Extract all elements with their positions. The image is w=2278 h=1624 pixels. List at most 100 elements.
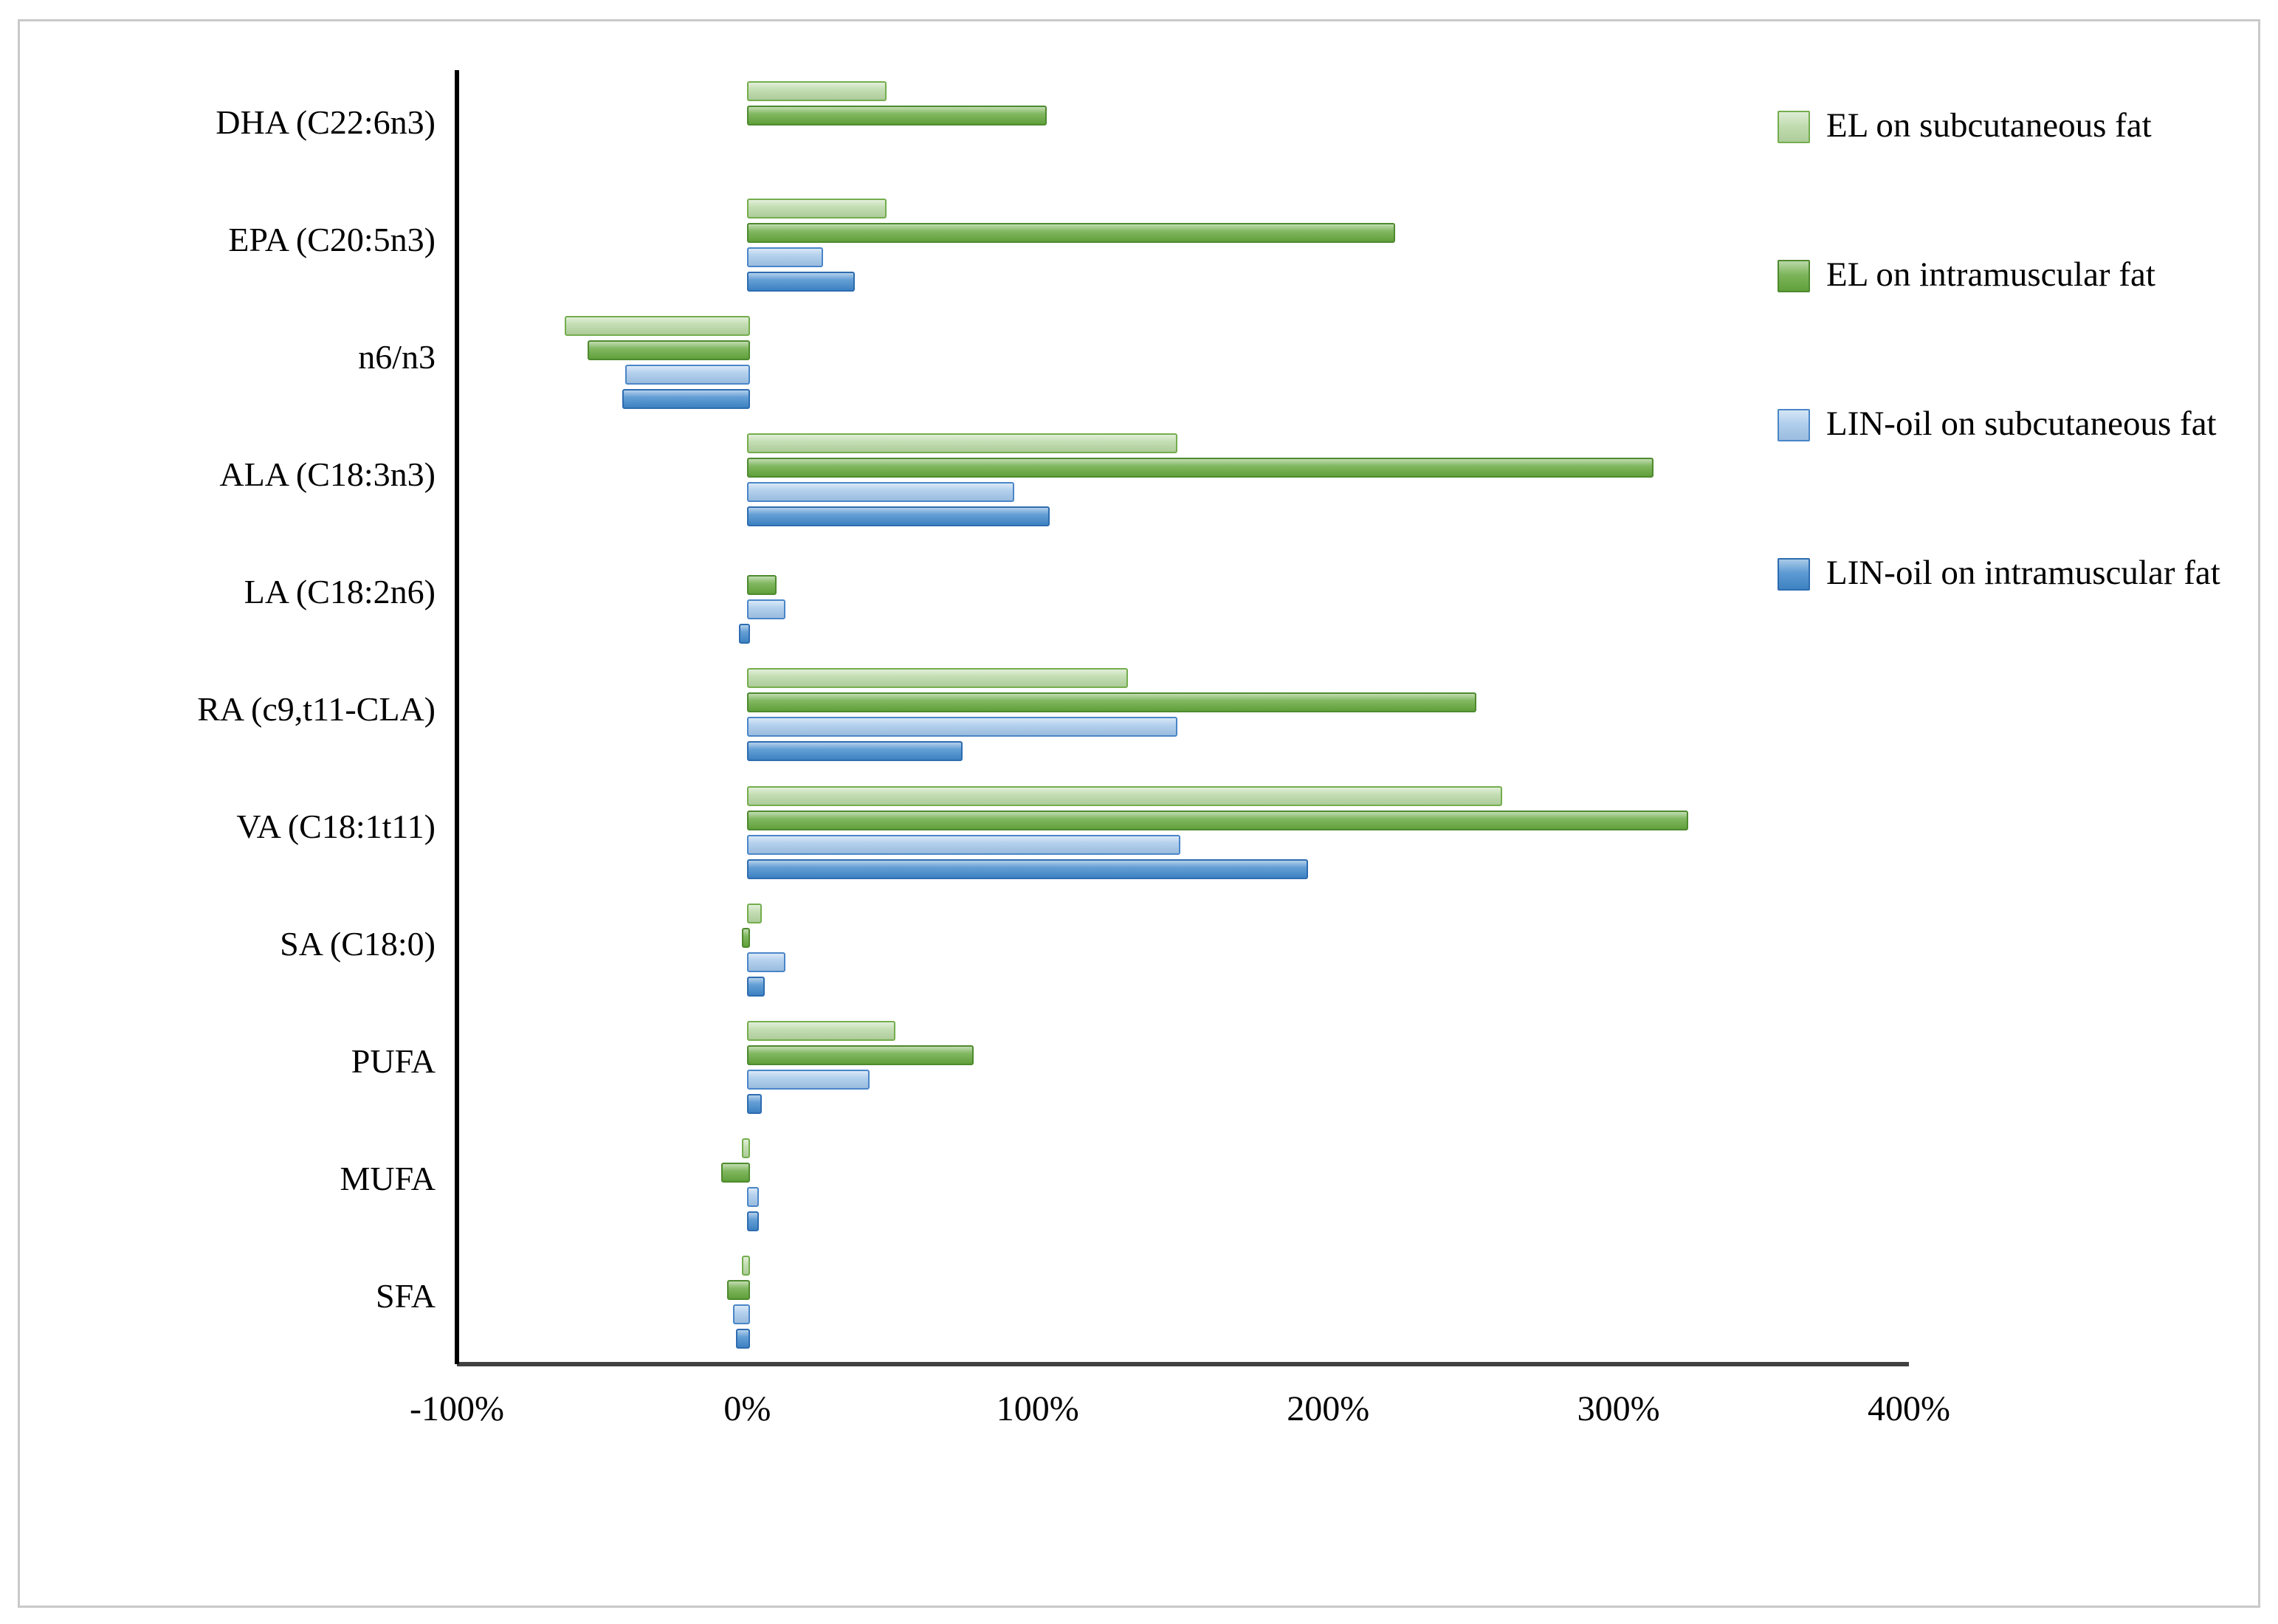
bar-lin-oil-intramuscular [747, 741, 963, 762]
figure-border [18, 19, 2260, 1608]
bar-lin-oil-subcutaneous [747, 717, 1177, 737]
plot-area [455, 70, 1909, 1366]
bar-row-el-intramuscular [457, 927, 1909, 948]
bar-row-lin-oil-intramuscular [457, 1093, 1909, 1114]
bar-el-subcutaneous [747, 81, 887, 101]
bar-el-intramuscular [747, 575, 777, 596]
bar-el-intramuscular [747, 223, 1395, 244]
bar-lin-oil-subcutaneous [747, 834, 1180, 855]
bar-el-intramuscular [747, 1045, 974, 1065]
bar-row-el-subcutaneous [457, 903, 1909, 923]
bar-row-lin-oil-intramuscular [457, 741, 1909, 762]
legend-label-el-subcutaneous: EL on subcutaneous fat [1826, 106, 2152, 145]
bar-row-el-intramuscular [457, 1045, 1909, 1065]
bar-el-subcutaneous [747, 668, 1128, 689]
bar-group [457, 422, 1909, 540]
bar-row-lin-oil-subcutaneous [457, 365, 1909, 385]
bar-row-lin-oil-subcutaneous [457, 952, 1909, 972]
bar-row-el-subcutaneous [457, 81, 1909, 101]
category-label: PUFA [351, 1042, 436, 1081]
bar-lin-oil-intramuscular [735, 1328, 751, 1349]
bar-el-subcutaneous [747, 1020, 896, 1041]
bar-row-el-subcutaneous [457, 199, 1909, 219]
legend-label-lin-oil-subcutaneous: LIN-oil on subcutaneous fat [1826, 405, 2217, 443]
bar-el-intramuscular [588, 340, 751, 361]
bar-lin-oil-subcutaneous [747, 952, 785, 972]
bar-row-el-subcutaneous [457, 668, 1909, 689]
x-tick-label: 300% [1577, 1389, 1660, 1428]
bar-el-subcutaneous [747, 785, 1503, 806]
legend-swatch-el-subcutaneous [1778, 111, 1810, 143]
legend-swatch-lin-oil-subcutaneous [1778, 409, 1810, 441]
category-label: n6/n3 [358, 337, 436, 376]
category-label: ALA (C18:3n3) [219, 455, 436, 493]
bar-row-lin-oil-subcutaneous [457, 717, 1909, 737]
bar-group [457, 187, 1909, 305]
category-labels: DHA (C22:6n3) EPA (C20:5n3) n6/n3 ALA (C18:… [44, 70, 436, 1362]
bar-lin-oil-subcutaneous [747, 1186, 760, 1207]
bar-el-subcutaneous [747, 433, 1177, 454]
bar-row-lin-oil-intramuscular [457, 506, 1909, 527]
bar-row-lin-oil-subcutaneous [457, 599, 1909, 620]
bar-el-intramuscular [747, 458, 1654, 478]
bar-lin-oil-intramuscular [747, 272, 855, 292]
bar-lin-oil-intramuscular [622, 389, 751, 410]
bar-el-intramuscular [720, 1162, 751, 1183]
legend-label-lin-oil-intramuscular: LIN-oil on intramuscular fat [1826, 554, 2220, 592]
legend-item-lin-oil-intramuscular: LIN-oil on intramuscular fat [1778, 551, 2265, 595]
bar-row-lin-oil-intramuscular [457, 624, 1909, 644]
bar-row-el-subcutaneous [457, 316, 1909, 337]
bar-lin-oil-subcutaneous [625, 365, 751, 385]
bar-row-el-intramuscular [457, 223, 1909, 244]
bar-lin-oil-subcutaneous [732, 1304, 751, 1324]
bar-el-subcutaneous [741, 1138, 751, 1158]
x-tick-label: 0% [723, 1389, 771, 1428]
category-label: RA (c9,t11-CLA) [197, 690, 436, 729]
legend-swatch-lin-oil-intramuscular [1778, 558, 1810, 591]
bar-el-intramuscular [741, 927, 751, 948]
category-label: MUFA [340, 1160, 436, 1198]
x-axis-line [457, 1362, 1909, 1366]
legend-item-lin-oil-subcutaneous: LIN-oil on subcutaneous fat [1778, 402, 2265, 446]
bar-row-lin-oil-subcutaneous [457, 482, 1909, 503]
bar-row-lin-oil-intramuscular [457, 1211, 1909, 1231]
bar-group [457, 892, 1909, 1010]
legend: EL on subcutaneous fat EL on intramuscula… [1778, 103, 2265, 700]
bar-group [457, 70, 1909, 187]
legend-item-el-intramuscular: EL on intramuscular fat [1778, 252, 2265, 297]
x-axis-tick-labels: -100% 0% 100% 200% 300% 400% [410, 1389, 1950, 1443]
category-label: LA (C18:2n6) [244, 572, 436, 610]
bar-el-subcutaneous [747, 903, 763, 923]
bar-lin-oil-intramuscular [738, 624, 751, 644]
bar-row-lin-oil-intramuscular [457, 859, 1909, 879]
bar-row-el-intramuscular [457, 340, 1909, 361]
bar-group [457, 657, 1909, 774]
bar-lin-oil-subcutaneous [747, 247, 823, 268]
bar-row-lin-oil-subcutaneous [457, 1186, 1909, 1207]
bar-group [457, 305, 1909, 422]
bar-el-intramuscular [726, 1279, 751, 1300]
bar-el-subcutaneous [741, 1255, 751, 1276]
bar-row-lin-oil-subcutaneous [457, 1304, 1909, 1324]
y-axis-line [455, 70, 459, 1364]
bar-row-lin-oil-subcutaneous [457, 130, 1909, 150]
bar-row-el-intramuscular [457, 106, 1909, 125]
category-label: DHA (C22:6n3) [216, 103, 436, 141]
bar-row-lin-oil-subcutaneous [457, 834, 1909, 855]
bar-row-el-subcutaneous [457, 1138, 1909, 1158]
bar-group [457, 775, 1909, 892]
bar-row-el-intramuscular [457, 458, 1909, 478]
bar-lin-oil-subcutaneous [747, 599, 785, 620]
legend-item-el-subcutaneous: EL on subcutaneous fat [1778, 103, 2265, 148]
bar-row-el-intramuscular [457, 1162, 1909, 1183]
legend-swatch-el-intramuscular [1778, 260, 1810, 292]
x-tick-label: 400% [1868, 1389, 1950, 1428]
x-tick-label: -100% [410, 1389, 504, 1428]
bar-row-el-intramuscular [457, 810, 1909, 830]
bar-group [457, 1010, 1909, 1127]
category-label: SFA [376, 1277, 436, 1315]
bar-row-el-intramuscular [457, 1279, 1909, 1300]
legend-label-el-intramuscular: EL on intramuscular fat [1826, 255, 2155, 294]
bar-row-el-intramuscular [457, 575, 1909, 596]
